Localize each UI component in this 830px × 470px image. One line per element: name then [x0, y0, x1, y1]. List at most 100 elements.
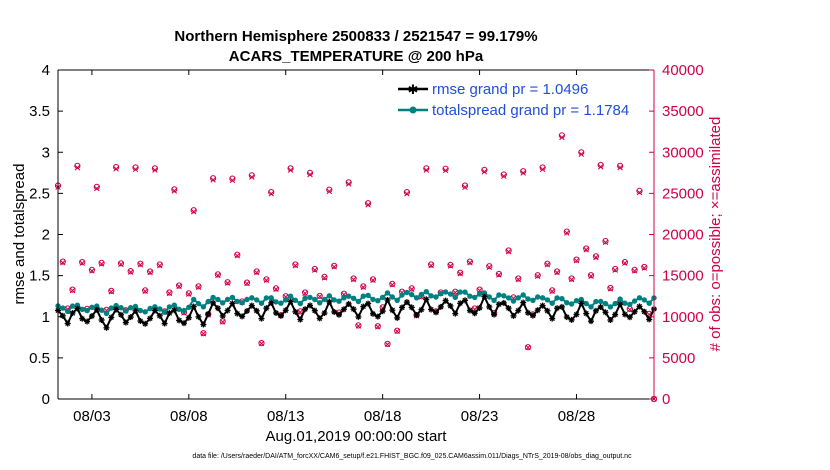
totalspread-point — [646, 300, 652, 306]
totalspread-point — [486, 294, 492, 300]
rmse-point — [59, 312, 66, 319]
rmse-point — [205, 311, 212, 318]
totalspread-point — [530, 297, 536, 303]
obs-assimilated-point — [350, 276, 357, 283]
obs-assimilated-point — [496, 272, 502, 278]
obs-assimilated-point — [631, 268, 638, 274]
totalspread-point — [297, 300, 303, 307]
obs-possible-point — [408, 285, 415, 292]
rmse-point — [360, 303, 367, 310]
rmse-point — [384, 297, 391, 303]
y-tick-label-left: 1 — [42, 309, 50, 326]
totalspread-point — [612, 300, 618, 307]
totalspread-point — [249, 295, 255, 301]
obs-possible-point — [534, 272, 541, 279]
rmse-point — [505, 305, 512, 312]
obs-possible-point — [563, 228, 570, 235]
rmse-point — [137, 318, 144, 324]
totalspread-point — [302, 295, 308, 301]
totalspread-point — [69, 303, 76, 309]
rmse-point — [418, 306, 425, 313]
rmse-point — [389, 307, 396, 314]
obs-assimilated-point — [452, 289, 459, 296]
y-tick-label-left: 2.5 — [29, 185, 50, 202]
y-tick-label-right: 20000 — [662, 227, 704, 244]
totalspread-point — [627, 301, 633, 308]
obs-assimilated-point — [142, 288, 148, 295]
obs-assimilated-point — [79, 260, 85, 266]
obs-possible-point — [350, 275, 357, 282]
totalspread-point — [554, 295, 560, 301]
obs-assimilated-point — [137, 262, 144, 268]
obs-assimilated-point — [559, 134, 565, 141]
rmse-point — [345, 300, 352, 307]
rmse-point — [413, 312, 420, 319]
obs-possible-point — [190, 207, 197, 214]
obs-assimilated-point — [89, 268, 95, 274]
rmse-point — [447, 302, 454, 309]
rmse-point — [568, 316, 575, 323]
rmse-point — [307, 302, 313, 309]
totalspread-point — [263, 295, 270, 301]
totalspread-point — [578, 296, 584, 303]
totalspread-point — [501, 293, 507, 299]
obs-possible-point — [147, 268, 154, 275]
totalspread-point — [602, 300, 609, 307]
obs-possible-point — [428, 261, 435, 268]
rmse-point — [573, 311, 580, 318]
totalspread-point — [365, 292, 371, 299]
rmse-point — [592, 307, 599, 314]
totalspread-point — [292, 297, 299, 303]
rmse-point — [181, 320, 187, 327]
totalspread-point — [380, 294, 386, 301]
obs-possible-point — [253, 268, 260, 275]
rmse-point — [297, 316, 304, 323]
totalspread-point — [157, 306, 163, 312]
footnote: data file: /Users/raeder/DAI/ATM_forcXX/… — [192, 453, 632, 460]
rmse-point — [234, 310, 241, 317]
totalspread-point — [195, 300, 202, 307]
obs-possible-point — [166, 289, 173, 296]
rmse-point — [399, 304, 405, 311]
obs-assimilated-point — [481, 169, 488, 175]
obs-possible-point — [243, 279, 251, 286]
obs-assimilated-point — [258, 340, 265, 347]
obs-possible-point — [287, 165, 294, 172]
obs-assimilated-point — [292, 262, 299, 269]
obs-possible-point — [607, 284, 614, 292]
obs-assimilated-point — [593, 254, 599, 261]
totalspread-point — [510, 298, 517, 304]
rmse-point — [200, 321, 207, 328]
rmse-point — [520, 299, 527, 306]
rmse-point — [433, 309, 439, 316]
obs-possible-point — [583, 245, 590, 252]
obs-assimilated-point — [627, 306, 633, 313]
obs-assimilated-point — [176, 283, 182, 290]
rmse-point — [321, 310, 328, 316]
rmse-point — [263, 305, 270, 312]
rmse-point — [277, 312, 284, 319]
y-tick-label-right: 5000 — [662, 350, 695, 367]
y-tick-label-right: 25000 — [662, 185, 704, 202]
obs-possible-point — [331, 262, 338, 269]
obs-assimilated-point — [186, 291, 192, 297]
obs-assimilated-point — [573, 257, 580, 264]
rmse-point — [471, 310, 478, 317]
y-tick-label-right: 40000 — [662, 62, 704, 79]
totalspread-point — [234, 298, 240, 305]
y-tick-label-right: 0 — [662, 391, 670, 408]
obs-possible-point — [597, 161, 604, 169]
obs-possible-point — [568, 275, 575, 282]
legend: ✱ rmse grand pr = 1.0496 totalspread gra… — [394, 76, 644, 122]
obs-assimilated-point — [612, 267, 618, 273]
rmse-point — [626, 314, 633, 321]
obs-assimilated-point — [132, 166, 139, 173]
totalspread-point — [375, 298, 381, 304]
obs-possible-point — [59, 258, 66, 265]
x-tick-label: 08/28 — [558, 408, 596, 425]
totalspread-point — [549, 300, 555, 306]
obs-assimilated-point — [375, 324, 381, 330]
obs-assimilated-point — [539, 166, 546, 173]
rmse-point — [113, 306, 120, 313]
obs-possible-point — [481, 166, 488, 173]
